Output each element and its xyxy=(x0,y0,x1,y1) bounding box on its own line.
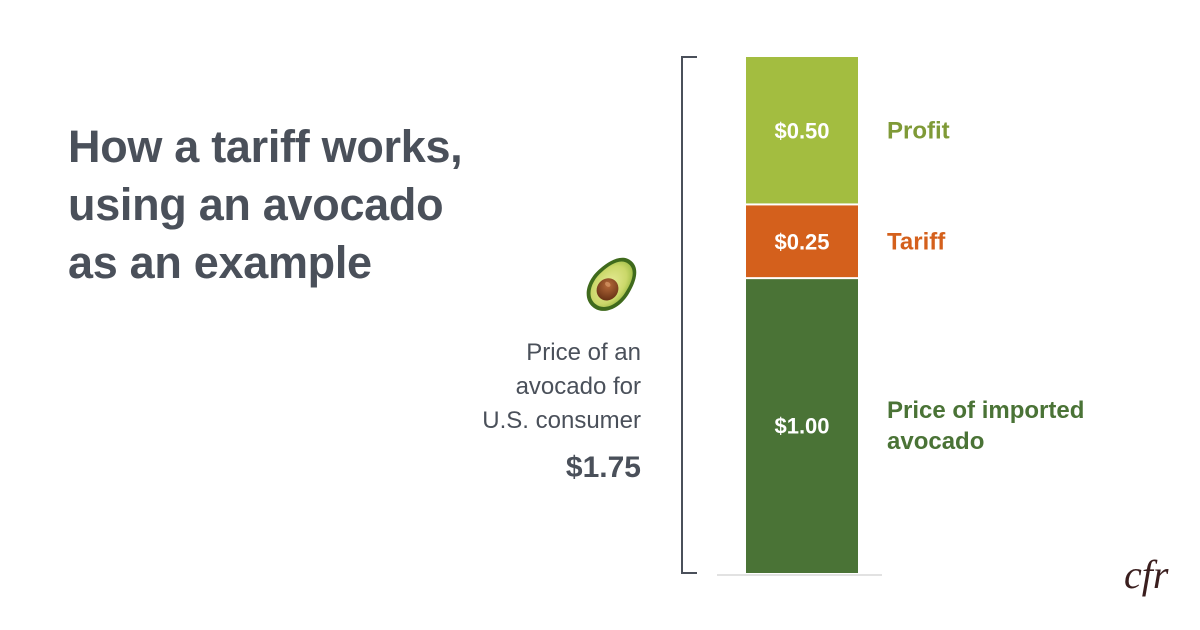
bar-segment-profit xyxy=(746,57,858,204)
data-label-tariff: $0.25 xyxy=(774,229,829,254)
legend-label-price-of-imported-avocado: Price of imported avocado xyxy=(887,397,1084,455)
title-line-1: How a tariff works, xyxy=(68,121,463,172)
total-bracket xyxy=(681,56,697,574)
consumer-note-line-2: avocado for xyxy=(515,373,641,400)
legend-label-line: Profit xyxy=(887,118,950,145)
legend-label-profit: Profit xyxy=(887,118,950,145)
data-label-profit: $0.50 xyxy=(774,119,829,144)
total-price: $1.75 xyxy=(565,451,641,484)
avocado-icon xyxy=(586,257,637,311)
consumer-note-line-1: Price of an xyxy=(526,339,641,366)
page-title: How a tariff works, using an avocado as … xyxy=(68,118,538,292)
bar-segment-price-of-imported-avocado xyxy=(746,279,858,573)
data-label-price-of-imported-avocado: $1.00 xyxy=(774,414,829,439)
legend-label-tariff: Tariff xyxy=(887,228,946,255)
cfr-logo-text: cfr xyxy=(1124,552,1169,597)
bar-segment-tariff xyxy=(746,205,858,278)
legend-label-line: avocado xyxy=(887,428,984,455)
consumer-price-label: Price of an avocado for U.S. consumer xyxy=(421,336,641,438)
legend-label-line: Price of imported xyxy=(887,397,1084,424)
consumer-note-line-3: U.S. consumer xyxy=(482,407,641,434)
cfr-logo: cfr xyxy=(1124,552,1169,597)
title-line-2: using an avocado xyxy=(68,179,444,230)
title-line-3: as an example xyxy=(68,237,372,288)
legend-label-line: Tariff xyxy=(887,228,946,255)
